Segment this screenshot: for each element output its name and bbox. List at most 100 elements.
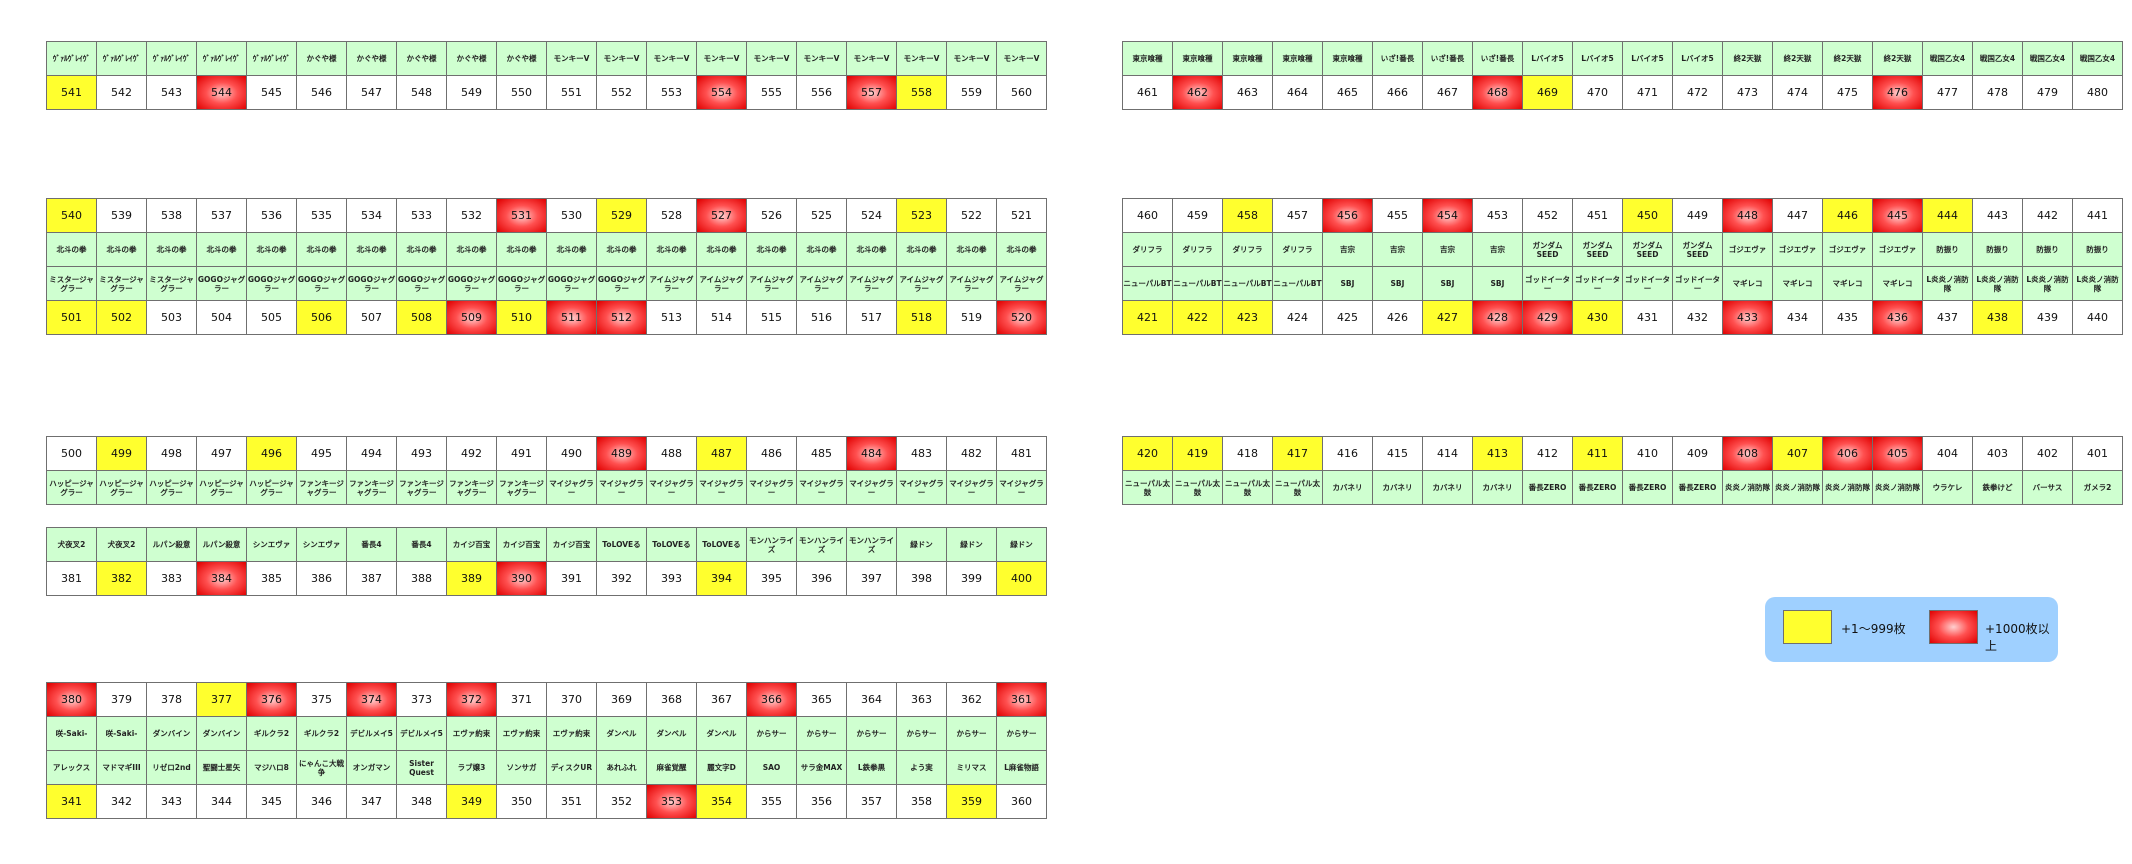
- machine-number-cell: 406: [1822, 436, 1873, 471]
- machine-number-cell: 379: [96, 682, 147, 717]
- machine-name-cell: 鉄拳けど: [1972, 470, 2023, 505]
- machine-number-cell: 357: [846, 784, 897, 819]
- machine-number-cell: 526: [746, 198, 797, 233]
- machine-number-cell: 542: [96, 75, 147, 110]
- machine-number-cell: 413: [1472, 436, 1523, 471]
- machine-number-cell: 534: [346, 198, 397, 233]
- machine-number-cell: 359: [946, 784, 997, 819]
- machine-name-cell: アイムジャグラー: [896, 266, 947, 301]
- machine-name-cell: ｳﾞｧﾙｳﾞﾚｲｳﾞ: [196, 41, 247, 76]
- machine-number-cell: 409: [1672, 436, 1723, 471]
- machine-name-cell: ルパン殺意: [196, 527, 247, 562]
- machine-number-cell: 423: [1222, 300, 1273, 335]
- machine-number-cell: 477: [1922, 75, 1973, 110]
- machine-number-cell: 525: [796, 198, 847, 233]
- machine-name-cell: ニューパル太鼓: [1172, 470, 1223, 505]
- machine-number-cell: 347: [346, 784, 397, 819]
- machine-number-cell: 407: [1772, 436, 1823, 471]
- machine-number-cell: 354: [696, 784, 747, 819]
- machine-number-cell: 358: [896, 784, 947, 819]
- machine-name-cell: カバネリ: [1422, 470, 1473, 505]
- machine-number-cell: 487: [696, 436, 747, 471]
- machine-name-cell: SBJ: [1472, 266, 1523, 301]
- machine-number-cell: 380: [46, 682, 97, 717]
- machine-number-cell: 384: [196, 561, 247, 596]
- machine-name-cell: 吉宗: [1472, 232, 1523, 267]
- machine-number-cell: 456: [1322, 198, 1373, 233]
- legend-yellow-label: +1～999枚: [1841, 622, 1906, 636]
- machine-number-cell: 491: [496, 436, 547, 471]
- machine-name-cell: マイジャグラー: [746, 470, 797, 505]
- machine-name-cell: Lバイオ5: [1572, 41, 1623, 76]
- machine-name-cell: 番長ZERO: [1572, 470, 1623, 505]
- machine-name-cell: アイムジャグラー: [746, 266, 797, 301]
- machine-number-cell: 472: [1672, 75, 1723, 110]
- machine-number-cell: 555: [746, 75, 797, 110]
- machine-name-cell: L麻雀物語: [996, 750, 1047, 785]
- machine-number-cell: 348: [396, 784, 447, 819]
- machine-name-cell: L炎炎ノ消防隊: [2022, 266, 2073, 301]
- machine-block-501-540: 540 539 538 537 536 535 534 533 532 531 530 529 528 5…: [46, 198, 1047, 335]
- machine-number-cell: 400: [996, 561, 1047, 596]
- machine-table: 540 539 538 537 536 535 534 533 532 531 530 529 528 5…: [46, 198, 1047, 335]
- machine-name-cell: 北斗の拳: [46, 232, 97, 267]
- machine-name-cell: ミスタージャグラー: [146, 266, 197, 301]
- machine-name-row: 東京喰種 東京喰種 東京喰種 東京喰種 東京喰種 いざ!番長 いざ!番長 いざ!番長 Lバイオ5…: [1122, 41, 2123, 76]
- machine-name-cell: ウラケレ: [1922, 470, 1973, 505]
- machine-number-cell: 536: [246, 198, 297, 233]
- machine-number-cell: 439: [2022, 300, 2073, 335]
- machine-block-481-500: 500 499 498 497 496 495 494 493 492 491 490 489 488 4…: [46, 436, 1047, 505]
- machine-number-cell: 493: [396, 436, 447, 471]
- machine-name-cell: 麻雀覚醒: [646, 750, 697, 785]
- machine-name-cell: ToLOVEる: [646, 527, 697, 562]
- machine-name-cell: カイジ百宝: [446, 527, 497, 562]
- machine-name-cell: からサー: [946, 716, 997, 751]
- machine-name-cell: SBJ: [1422, 266, 1473, 301]
- machine-name-cell: かぐや様: [496, 41, 547, 76]
- machine-name-cell: GOGOジャグラー: [546, 266, 597, 301]
- machine-number-cell: 551: [546, 75, 597, 110]
- machine-table: 380 379 378 377 376 375 374 373 372 371 370 369 368 3…: [46, 682, 1047, 819]
- machine-name-cell: いざ!番長: [1372, 41, 1423, 76]
- machine-name-cell: 北斗の拳: [646, 232, 697, 267]
- machine-block-381-400: 犬夜叉2 犬夜叉2 ルパン殺意 ルパン殺意 シンエヴァ シンエヴァ 番長4 番長4 カイジ百宝カ…: [46, 527, 1047, 596]
- machine-number-cell: 405: [1872, 436, 1923, 471]
- machine-number-cell: 418: [1222, 436, 1273, 471]
- machine-name-cell: 戦国乙女4: [1922, 41, 1973, 76]
- machine-number-cell: 463: [1222, 75, 1273, 110]
- machine-name-cell: ディスクUR: [546, 750, 597, 785]
- machine-name-cell: ファンキージャグラー: [446, 470, 497, 505]
- machine-name-cell: オンガマン: [346, 750, 397, 785]
- machine-number-cell: 490: [546, 436, 597, 471]
- machine-name-cell: ダンベル: [646, 716, 697, 751]
- machine-name-cell: モンハンライズ: [746, 527, 797, 562]
- machine-name-row: ミスタージャグラー ミスタージャグラー ミスタージャグラー GOGOジャグラー GOGO…: [46, 266, 1047, 301]
- machine-name-cell: 北斗の拳: [96, 232, 147, 267]
- machine-name-cell: 終2天獄: [1722, 41, 1773, 76]
- machine-block-401-420: 420 419 418 417 416 415 414 413 412 411 410 409 408 4…: [1122, 436, 2123, 505]
- machine-number-cell: 370: [546, 682, 597, 717]
- machine-name-cell: 北斗の拳: [596, 232, 647, 267]
- machine-name-cell: ダリフラ: [1222, 232, 1273, 267]
- machine-name-cell: かぐや様: [296, 41, 347, 76]
- machine-number-cell: 378: [146, 682, 197, 717]
- machine-name-cell: ダリフラ: [1122, 232, 1173, 267]
- machine-name-cell: 北斗の拳: [346, 232, 397, 267]
- machine-number-cell: 415: [1372, 436, 1423, 471]
- machine-name-cell: シンエヴァ: [296, 527, 347, 562]
- machine-name-cell: マイジャグラー: [546, 470, 597, 505]
- machine-name-cell: ガメラ2: [2072, 470, 2123, 505]
- machine-name-row: ダリフラ ダリフラ ダリフラ ダリフラ 吉宗 吉宗 吉宗 吉宗 ガンダムSEED ガンダムSEED…: [1122, 232, 2123, 267]
- machine-name-cell: ソンサガ: [496, 750, 547, 785]
- machine-number-cell: 425: [1322, 300, 1373, 335]
- machine-number-cell: 510: [496, 300, 547, 335]
- machine-number-cell: 422: [1172, 300, 1223, 335]
- machine-table: 犬夜叉2 犬夜叉2 ルパン殺意 ルパン殺意 シンエヴァ シンエヴァ 番長4 番長4 カイジ百宝カ…: [46, 527, 1047, 596]
- machine-number-cell: 521: [996, 198, 1047, 233]
- machine-number-cell: 369: [596, 682, 647, 717]
- machine-number-cell: 516: [796, 300, 847, 335]
- machine-name-cell: ファンキージャグラー: [496, 470, 547, 505]
- machine-name-cell: ニューパルBT: [1172, 266, 1223, 301]
- machine-name-cell: からサー: [996, 716, 1047, 751]
- machine-name-cell: ガンダムSEED: [1522, 232, 1573, 267]
